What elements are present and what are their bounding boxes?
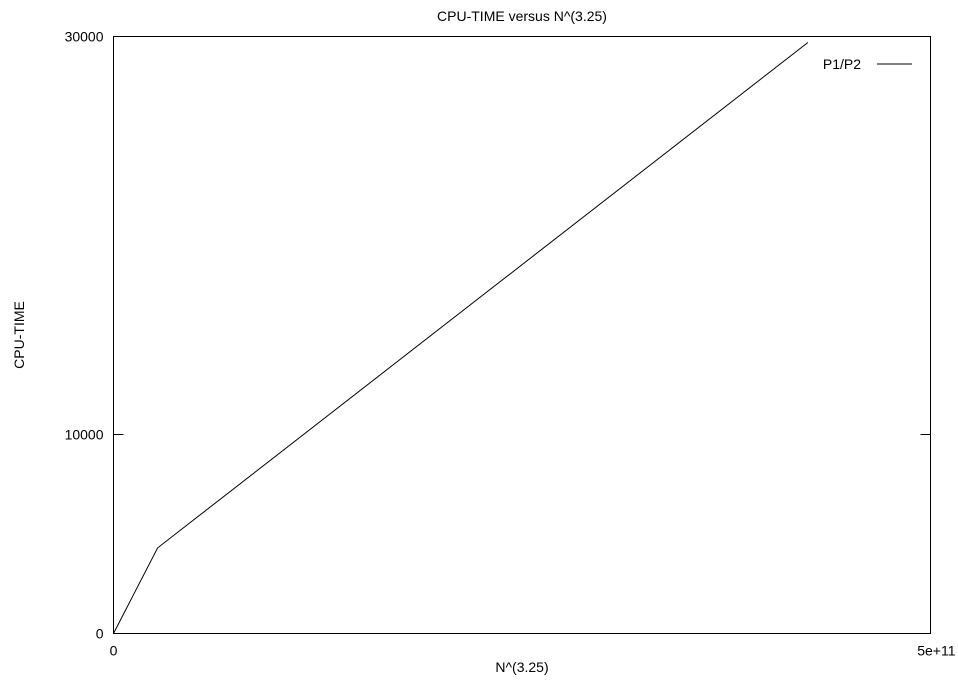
x-tick-label: 5e+11 [917,643,955,659]
legend-label-p1-p2: P1/P2 [823,56,861,72]
x-axis-label: N^(3.25) [495,659,548,675]
y-tick-label: 10000 [65,427,104,443]
legend: P1/P2 [823,56,912,72]
chart-title: CPU-TIME versus N^(3.25) [437,8,607,24]
series-layer [113,42,809,634]
axis-ticks [113,36,931,634]
x-tick-label: 0 [110,643,118,659]
y-tick-label: 0 [96,626,104,642]
plot-frame [113,36,931,634]
y-axis-label: CPU-TIME [11,301,27,369]
y-tick-label: 30000 [65,29,104,45]
tick-labels: 0 10000 30000 0 5e+11 [65,29,956,659]
series-line-p1-p2 [113,42,809,634]
